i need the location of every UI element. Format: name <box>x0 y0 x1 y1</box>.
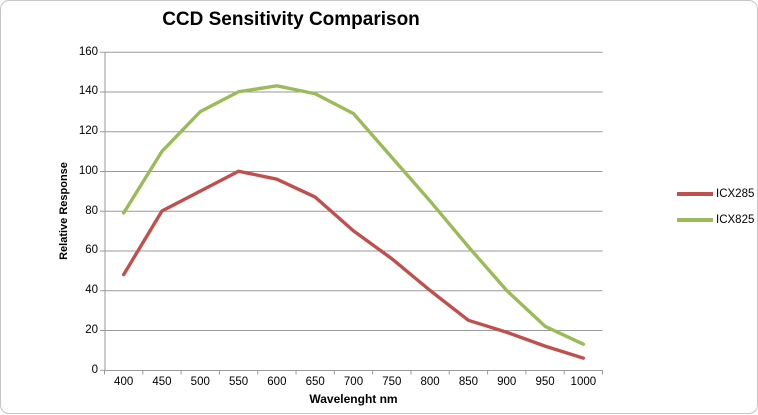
legend-item-icx825[interactable]: ICX825 <box>677 207 754 233</box>
legend-item-icx285[interactable]: ICX285 <box>677 181 754 207</box>
y-tick-label-60: 60 <box>85 244 98 257</box>
x-tick-label-500: 500 <box>190 376 210 388</box>
x-tick-label-1000: 1000 <box>570 376 597 388</box>
legend: ICX285 ICX825 <box>677 181 754 233</box>
y-tick-label-140: 140 <box>78 85 98 98</box>
x-tick-label-450: 450 <box>152 376 172 388</box>
x-tick-label-700: 700 <box>343 376 364 388</box>
legend-label: ICX285 <box>716 188 755 200</box>
x-tick-label-400: 400 <box>114 376 134 388</box>
y-tick-label-160: 160 <box>78 45 98 58</box>
y-axis-title: Relative Response <box>58 162 70 260</box>
y-tick-label-0: 0 <box>91 363 98 376</box>
x-tick-label-900: 900 <box>497 376 517 388</box>
legend-line-swatch <box>677 192 713 196</box>
x-tick-label-800: 800 <box>420 376 440 388</box>
y-tick-label-80: 80 <box>85 204 98 217</box>
y-tick-label-40: 40 <box>85 284 98 296</box>
legend-label: ICX825 <box>716 214 755 226</box>
y-tick-label-20: 20 <box>85 323 98 336</box>
y-tick-label-100: 100 <box>78 164 98 177</box>
series-line-icx285[interactable] <box>121 169 586 360</box>
legend-line-swatch <box>677 218 713 222</box>
x-axis-title: Wavelenght nm <box>309 392 398 406</box>
series-line-icx825[interactable] <box>121 84 586 346</box>
x-tick-label-950: 950 <box>535 376 555 388</box>
x-tick-label-650: 650 <box>305 376 325 388</box>
x-tick-label-850: 850 <box>458 376 479 388</box>
y-tick-label-120: 120 <box>78 125 98 137</box>
x-tick-label-750: 750 <box>382 376 402 388</box>
x-tick-label-550: 550 <box>228 376 249 388</box>
chart-title: CCD Sensitivity Comparison <box>162 9 420 30</box>
x-tick-label-600: 600 <box>267 376 287 388</box>
